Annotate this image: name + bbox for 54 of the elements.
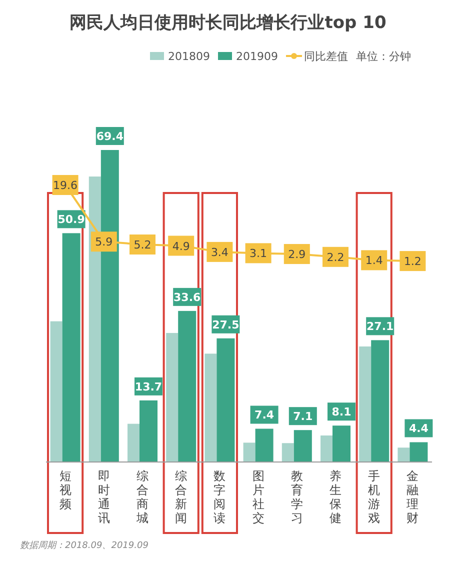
bar [216, 338, 235, 462]
x-tick-label: 短视频 [59, 469, 72, 511]
legend-label: 201809 [168, 50, 210, 63]
legend-label: 同比差值 [304, 50, 348, 63]
x-tick-label: 数字阅读 [214, 469, 226, 525]
chart-title: 网民人均日使用时长同比增长行业top 10 [70, 13, 386, 33]
x-tick-label: 综合商城 [136, 469, 148, 525]
data-label: 69.4 [96, 130, 124, 143]
bar [255, 428, 274, 462]
x-tick-label: 金融理财 [406, 469, 419, 525]
legend-label: 201909 [236, 50, 278, 63]
text: 数据周期：2018.09、2019.09 [20, 540, 149, 551]
bar [410, 442, 428, 462]
data-label: 1.2 [404, 255, 422, 268]
x-tick-label: 养生保健 [330, 469, 342, 525]
x-tick-label: 教育学习 [290, 469, 303, 525]
data-label: 1.4 [365, 254, 383, 268]
data-label: 4.4 [408, 422, 429, 436]
bar [178, 310, 196, 462]
x-tick-label: 图片社交 [252, 469, 264, 525]
data-label: 33.6 [174, 290, 202, 304]
bar [282, 443, 294, 462]
data-label: 8.1 [332, 406, 352, 419]
data-label: 5.2 [134, 238, 152, 252]
bar [243, 442, 256, 462]
bar [50, 321, 62, 462]
x-tick-label: 即时通讯 [98, 469, 110, 525]
bar [166, 332, 178, 462]
bar [62, 233, 80, 462]
x-tick-label: 手机游戏 [368, 469, 380, 525]
bar [398, 448, 410, 462]
bar [320, 435, 332, 462]
data-label: 2.9 [288, 248, 306, 262]
bar [128, 424, 140, 462]
bar [371, 340, 390, 462]
data-label: 27.1 [366, 320, 394, 334]
data-label: 13.7 [134, 380, 162, 394]
data-label: 2.2 [326, 250, 344, 264]
data-label: 3.4 [210, 246, 228, 259]
data-label: 7.4 [254, 408, 274, 422]
bar [332, 426, 350, 462]
bar [140, 400, 158, 462]
data-label: 7.1 [293, 410, 313, 424]
x-tick-label: 综合新闻 [175, 469, 188, 525]
data-label: 5.9 [95, 236, 113, 249]
text: 单位：分钟 [356, 50, 411, 63]
bar [204, 354, 217, 462]
data-label: 27.5 [212, 318, 240, 332]
bar [359, 346, 372, 462]
data-label: 19.6 [53, 179, 78, 192]
data-label: 4.9 [172, 240, 190, 253]
bar [294, 430, 312, 462]
data-label: 3.1 [250, 247, 268, 260]
data-label: 50.9 [58, 213, 85, 226]
